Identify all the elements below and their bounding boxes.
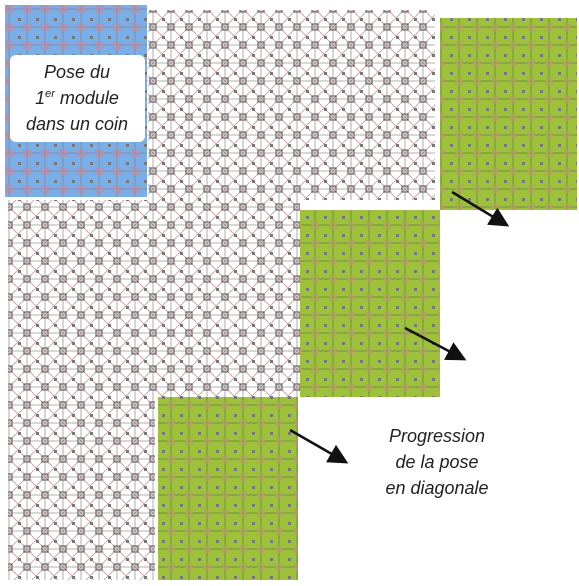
tile-lattice xyxy=(8,200,155,580)
label: Progression xyxy=(389,426,485,446)
label: 1er module xyxy=(35,88,119,108)
label: de la pose xyxy=(395,452,478,472)
tile-lattice xyxy=(155,200,300,397)
tile-green xyxy=(300,210,440,397)
arrow xyxy=(404,326,467,361)
tile-green xyxy=(158,397,298,580)
label: dans un coin xyxy=(26,114,128,134)
label-sup: er xyxy=(45,88,56,100)
label: module xyxy=(55,88,119,108)
label: en diagonale xyxy=(385,478,488,498)
arrow xyxy=(289,428,349,464)
label: 1 xyxy=(35,88,45,108)
tile-lattice xyxy=(148,10,435,200)
arrow xyxy=(451,190,510,227)
label-box xyxy=(10,55,145,142)
label: Pose du xyxy=(44,62,110,82)
tile-green xyxy=(440,18,577,210)
